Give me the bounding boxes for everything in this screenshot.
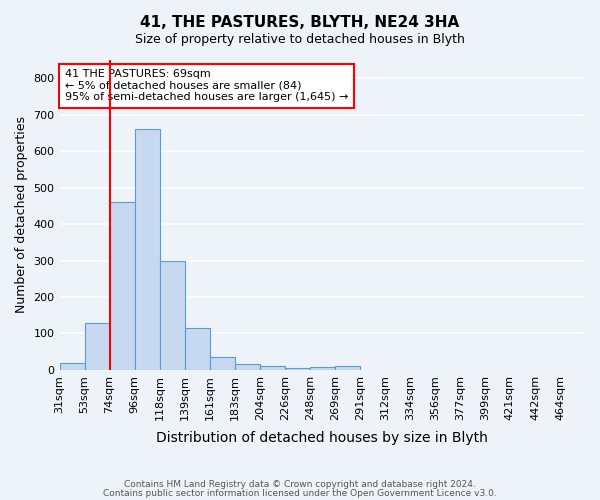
Text: Size of property relative to detached houses in Blyth: Size of property relative to detached ho… <box>135 32 465 46</box>
Text: 41, THE PASTURES, BLYTH, NE24 3HA: 41, THE PASTURES, BLYTH, NE24 3HA <box>140 15 460 30</box>
Text: 41 THE PASTURES: 69sqm
← 5% of detached houses are smaller (84)
95% of semi-deta: 41 THE PASTURES: 69sqm ← 5% of detached … <box>65 70 348 102</box>
Bar <box>85 323 110 370</box>
Text: Contains HM Land Registry data © Crown copyright and database right 2024.: Contains HM Land Registry data © Crown c… <box>124 480 476 489</box>
Bar <box>260 366 285 370</box>
Bar <box>235 364 260 370</box>
X-axis label: Distribution of detached houses by size in Blyth: Distribution of detached houses by size … <box>157 431 488 445</box>
Y-axis label: Number of detached properties: Number of detached properties <box>15 116 28 314</box>
Bar <box>185 328 209 370</box>
Bar <box>160 260 185 370</box>
Bar <box>59 364 85 370</box>
Bar <box>310 367 335 370</box>
Bar <box>209 357 235 370</box>
Text: Contains public sector information licensed under the Open Government Licence v3: Contains public sector information licen… <box>103 488 497 498</box>
Bar <box>335 366 360 370</box>
Bar <box>110 202 134 370</box>
Bar <box>285 368 310 370</box>
Bar <box>134 130 160 370</box>
